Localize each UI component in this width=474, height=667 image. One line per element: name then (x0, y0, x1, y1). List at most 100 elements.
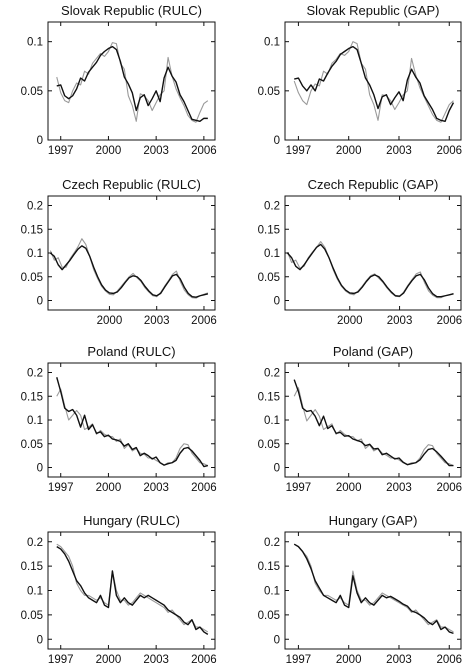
plot-frame (47, 195, 216, 311)
x-tick-label: 2003 (387, 315, 413, 327)
series-line-actual (56, 546, 209, 635)
series-line-actual (49, 245, 209, 298)
chart-panel-5: Poland (GAP) 1997 2000 2003 2006 0 0.05 0.1 0.15… (258, 344, 462, 494)
x-tick-label: 2000 (97, 315, 123, 327)
panel-title: Hungary (RULC) (83, 513, 180, 528)
series-line-actual (56, 377, 209, 468)
series-line-actual (293, 543, 454, 635)
plot-frame (47, 362, 216, 478)
x-tick-label: 2006 (191, 145, 217, 157)
x-tick-label: 2006 (436, 145, 462, 157)
y-tick-label: 0.1 (27, 248, 43, 260)
x-tick-label: 1997 (48, 654, 74, 666)
series-line-fitted (293, 41, 454, 123)
y-tick-label: 0.15 (258, 224, 280, 236)
y-tick-label: 0.15 (21, 224, 43, 236)
panel-title: Slovak Republic (GAP) (307, 3, 440, 18)
plot-frame (284, 21, 462, 141)
y-tick-label: 0 (274, 463, 280, 475)
y-tick-label: 0.1 (264, 586, 280, 598)
chart-panel-3: Czech Republic (GAP) 2000 2003 2006 0 0.05 0.1… (258, 177, 463, 327)
y-tick-label: 0.05 (258, 86, 280, 98)
x-tick-label: 1997 (48, 145, 74, 157)
panel-title: Poland (GAP) (333, 344, 413, 359)
y-tick-label: 0.05 (258, 610, 280, 622)
y-tick-label: 0.2 (264, 201, 280, 213)
panel-title: Hungary (GAP) (329, 513, 418, 528)
series-line-fitted (49, 238, 209, 299)
x-tick-label: 2000 (336, 145, 362, 157)
x-tick-label: 2006 (191, 654, 217, 666)
y-tick-label: 0.1 (264, 415, 280, 427)
y-tick-label: 0.05 (21, 610, 43, 622)
y-tick-label: 0.05 (21, 272, 43, 284)
y-tick-label: 0 (37, 135, 43, 147)
chart-panel-1: Slovak Republic (GAP) 1997 2000 2003 2006 0 0.… (258, 3, 462, 157)
y-tick-label: 0.15 (258, 561, 280, 573)
y-tick-label: 0 (274, 634, 280, 646)
series-line-actual (293, 379, 454, 467)
y-tick-label: 0 (37, 296, 43, 308)
chart-panel-4: Poland (RULC) 1997 2000 2003 2006 0 0.05 0.1 0.1… (21, 344, 217, 494)
y-tick-label: 0.2 (27, 537, 43, 549)
panel-title: Poland (RULC) (87, 344, 175, 359)
x-tick-label: 1997 (286, 482, 312, 494)
panel-title: Czech Republic (RULC) (62, 177, 201, 192)
y-tick-label: 0 (274, 296, 280, 308)
series-line-fitted (56, 42, 209, 123)
y-tick-label: 0 (37, 463, 43, 475)
x-tick-label: 2006 (191, 315, 217, 327)
y-tick-label: 0.2 (264, 537, 280, 549)
y-tick-label: 0.1 (27, 37, 43, 49)
x-tick-label: 2003 (143, 654, 169, 666)
y-tick-label: 0 (274, 135, 280, 147)
plot-frame (47, 21, 216, 141)
series-line-actual (56, 45, 208, 123)
chart-panel-7: Hungary (GAP) 1997 2000 2003 2006 0 0.05 0.1 0.1… (258, 513, 462, 666)
panel-title: Czech Republic (GAP) (308, 177, 439, 192)
x-tick-label: 2000 (337, 315, 363, 327)
series-line-actual (286, 243, 454, 298)
y-tick-label: 0.05 (21, 86, 43, 98)
x-tick-label: 2006 (191, 482, 217, 494)
x-tick-label: 2000 (336, 482, 362, 494)
chart-panel-0: Slovak Republic (RULC) 1997 2000 2003 2006 0 0… (21, 3, 217, 157)
plot-frame (284, 531, 462, 650)
series-line-fitted (56, 388, 209, 467)
series-line-actual (294, 45, 455, 123)
x-tick-label: 2000 (336, 654, 362, 666)
x-tick-label: 2006 (437, 315, 463, 327)
series-line-fitted (56, 543, 209, 633)
x-tick-label: 2003 (144, 315, 170, 327)
x-tick-label: 2003 (386, 145, 412, 157)
chart-panel-2: Czech Republic (RULC) 2000 2003 2006 0 0.05 0.… (21, 177, 217, 327)
x-tick-label: 2000 (96, 145, 122, 157)
x-tick-label: 2003 (143, 145, 169, 157)
x-tick-label: 1997 (48, 482, 74, 494)
x-tick-label: 2003 (386, 654, 412, 666)
y-tick-label: 0.15 (258, 391, 280, 403)
y-tick-label: 0.2 (27, 201, 43, 213)
y-tick-label: 0.2 (27, 368, 43, 380)
x-tick-label: 2006 (436, 482, 462, 494)
y-tick-label: 0.15 (21, 561, 43, 573)
y-tick-label: 0.05 (258, 272, 280, 284)
y-tick-label: 0.1 (264, 37, 280, 49)
plot-frame (47, 531, 216, 650)
y-tick-label: 0.2 (264, 368, 280, 380)
y-tick-label: 0.1 (27, 586, 43, 598)
y-tick-label: 0.15 (21, 391, 43, 403)
y-tick-label: 0.05 (21, 439, 43, 451)
x-tick-label: 2003 (386, 482, 412, 494)
x-tick-label: 2000 (96, 482, 122, 494)
x-tick-label: 1997 (286, 145, 312, 157)
y-tick-label: 0 (37, 634, 43, 646)
series-line-fitted (293, 543, 454, 633)
x-tick-label: 2000 (96, 654, 122, 666)
y-tick-label: 0.1 (27, 415, 43, 427)
chart-panel-6: Hungary (RULC) 1997 2000 2003 2006 0 0.05 0.1 0.… (21, 513, 217, 666)
x-tick-label: 2003 (143, 482, 169, 494)
x-tick-label: 2006 (436, 654, 462, 666)
series-line-fitted (293, 387, 454, 467)
